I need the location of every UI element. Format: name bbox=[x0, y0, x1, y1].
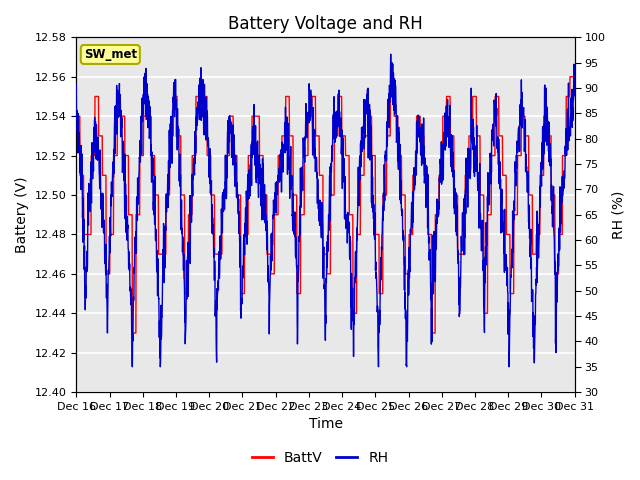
Y-axis label: RH (%): RH (%) bbox=[611, 191, 625, 239]
Text: SW_met: SW_met bbox=[84, 48, 137, 61]
Title: Battery Voltage and RH: Battery Voltage and RH bbox=[228, 15, 423, 33]
Legend: BattV, RH: BattV, RH bbox=[246, 445, 394, 471]
X-axis label: Time: Time bbox=[308, 418, 342, 432]
Y-axis label: Battery (V): Battery (V) bbox=[15, 177, 29, 253]
